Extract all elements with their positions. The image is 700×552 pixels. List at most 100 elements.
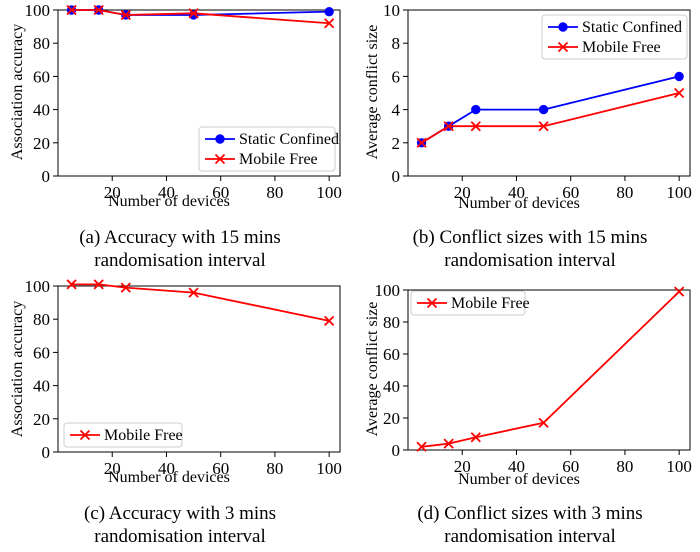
x-axis-label: Number of devices bbox=[108, 193, 230, 210]
data-point bbox=[324, 315, 335, 326]
data-point bbox=[674, 286, 685, 297]
y-tick-label: 0 bbox=[392, 441, 401, 460]
x-tick-label: 80 bbox=[266, 183, 283, 202]
series-line-1 bbox=[421, 92, 680, 144]
y-tick-label: 80 bbox=[33, 34, 50, 53]
y-tick-label: 20 bbox=[33, 134, 50, 153]
x-tick-label: 20 bbox=[104, 459, 121, 478]
x-tick-label: 100 bbox=[316, 183, 342, 202]
x-tick-label: 100 bbox=[316, 459, 342, 478]
y-tick-label: 40 bbox=[33, 101, 50, 120]
data-point bbox=[188, 8, 199, 19]
y-axis-label: Average conflict size bbox=[364, 25, 381, 160]
y-tick-label: 0 bbox=[392, 167, 401, 186]
x-tick-label: 100 bbox=[666, 457, 692, 476]
y-tick-label: 10 bbox=[383, 1, 400, 20]
caption-b-line2: randomisation interval bbox=[444, 250, 616, 271]
legend-marker bbox=[215, 134, 225, 144]
y-axis-label: Association accuracy bbox=[9, 24, 26, 160]
x-tick-label: 60 bbox=[562, 183, 579, 202]
data-point bbox=[120, 282, 131, 293]
legend-marker bbox=[558, 22, 568, 32]
data-point bbox=[324, 6, 334, 17]
y-tick-label: 100 bbox=[25, 277, 51, 296]
y-tick-label: 20 bbox=[383, 409, 400, 428]
legend-label: Mobile Free bbox=[451, 295, 530, 312]
y-axis-label: Average conflict size bbox=[364, 302, 381, 437]
y-tick-label: 60 bbox=[33, 343, 50, 362]
legend-label: Static Confined bbox=[239, 131, 339, 148]
y-tick-label: 0 bbox=[42, 443, 51, 462]
x-tick-label: 40 bbox=[508, 457, 525, 476]
x-tick-label: 60 bbox=[562, 457, 579, 476]
x-tick-label: 40 bbox=[158, 459, 175, 478]
plot-frame bbox=[407, 9, 691, 177]
x-tick-label: 80 bbox=[616, 457, 633, 476]
y-tick-label: 40 bbox=[383, 377, 400, 396]
y-tick-label: 100 bbox=[375, 281, 401, 300]
y-tick-label: 60 bbox=[33, 67, 50, 86]
legend-label: Static Confined bbox=[582, 19, 682, 36]
data-point bbox=[674, 87, 685, 99]
x-tick-label: 60 bbox=[212, 183, 229, 202]
y-tick-label: 80 bbox=[33, 310, 50, 329]
data-point bbox=[538, 121, 549, 132]
legend-label: Mobile Free bbox=[582, 39, 661, 56]
chart-1: 0 2 4 6 8 10 20 40 60 80 100 Number of devices Avera… bbox=[364, 1, 692, 212]
plot-frame bbox=[407, 289, 691, 451]
x-axis-label: Number of devices bbox=[458, 195, 580, 212]
y-tick-label: 0 bbox=[42, 167, 51, 186]
legend-box bbox=[541, 14, 688, 60]
plot-frame bbox=[57, 9, 341, 177]
data-point bbox=[471, 104, 481, 115]
data-point bbox=[538, 104, 549, 115]
plot-frame bbox=[57, 285, 341, 453]
legend-box bbox=[63, 422, 183, 448]
legend-marker bbox=[79, 429, 91, 441]
x-tick-label: 20 bbox=[104, 183, 121, 202]
y-tick-label: 100 bbox=[25, 1, 51, 20]
data-point bbox=[674, 71, 684, 82]
x-tick-label: 100 bbox=[666, 183, 692, 202]
x-axis-label: Number of devices bbox=[108, 469, 230, 486]
caption-a-line2: randomisation interval bbox=[94, 250, 266, 271]
x-axis-label: Number of devices bbox=[458, 471, 580, 488]
y-tick-label: 80 bbox=[383, 313, 400, 332]
legend-label: Mobile Free bbox=[104, 427, 183, 444]
caption-a: (a) Accuracy with 15 mins randomisation … bbox=[10, 226, 350, 272]
chart-3: 0 20 40 60 80 100 20 40 60 80 100 Number of devices… bbox=[364, 281, 692, 488]
data-point bbox=[93, 279, 104, 290]
y-tick-label: 20 bbox=[33, 410, 50, 429]
data-point bbox=[324, 18, 335, 29]
x-tick-label: 80 bbox=[266, 459, 283, 478]
data-point bbox=[470, 432, 481, 443]
data-point bbox=[93, 4, 104, 16]
data-point bbox=[538, 417, 549, 428]
chart-2: 0 20 40 60 80 100 20 40 60 80 100 Number of devices… bbox=[9, 277, 342, 486]
data-point bbox=[416, 137, 427, 148]
legend-label: Mobile Free bbox=[239, 151, 318, 168]
series-line-0 bbox=[71, 283, 330, 322]
x-tick-label: 20 bbox=[454, 457, 471, 476]
x-tick-label: 20 bbox=[454, 183, 471, 202]
data-point bbox=[120, 9, 131, 21]
caption-d-line1: (d) Conflict sizes with 3 mins bbox=[417, 503, 643, 524]
series-line-0 bbox=[421, 75, 680, 144]
caption-c: (c) Accuracy with 3 mins randomisation i… bbox=[10, 502, 350, 548]
caption-d-line2: randomisation interval bbox=[444, 526, 616, 547]
data-point bbox=[188, 287, 199, 298]
data-point bbox=[470, 121, 481, 132]
y-tick-label: 60 bbox=[383, 345, 400, 364]
y-tick-label: 4 bbox=[392, 101, 401, 120]
y-tick-label: 2 bbox=[392, 134, 401, 153]
caption-b-line1: (b) Conflict sizes with 15 mins bbox=[412, 227, 648, 248]
data-point bbox=[443, 121, 454, 132]
caption-a-line1: (a) Accuracy with 15 mins bbox=[79, 227, 281, 248]
data-point bbox=[416, 441, 427, 452]
chart-0: 0 20 40 60 80 100 20 40 60 80 100 Number of devices… bbox=[9, 1, 342, 210]
legend-marker bbox=[426, 297, 438, 309]
data-point bbox=[443, 438, 454, 449]
caption-b: (b) Conflict sizes with 15 mins randomis… bbox=[360, 226, 700, 272]
y-axis-label: Association accuracy bbox=[9, 301, 26, 437]
